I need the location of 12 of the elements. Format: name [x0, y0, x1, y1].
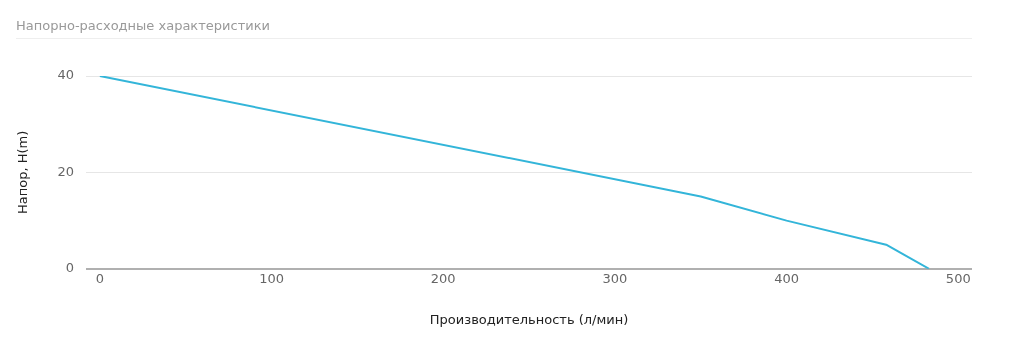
- y-tick-label: 0: [65, 260, 75, 276]
- x-tick-label: 500: [945, 270, 971, 286]
- y-tick-label: 20: [57, 163, 75, 179]
- y-tick-label: 40: [57, 67, 75, 83]
- x-axis-title: Производительность (л/мин): [429, 311, 629, 327]
- x-tick-label: 0: [95, 270, 105, 286]
- x-tick-label: 300: [602, 270, 628, 286]
- x-tick-label: 200: [430, 270, 456, 286]
- x-tick-label: 400: [774, 270, 799, 286]
- chart-title: Напорно-расходные характеристики: [16, 18, 972, 39]
- x-tick-label: 100: [259, 270, 284, 286]
- y-axis-title: Напор, H(m): [15, 130, 31, 215]
